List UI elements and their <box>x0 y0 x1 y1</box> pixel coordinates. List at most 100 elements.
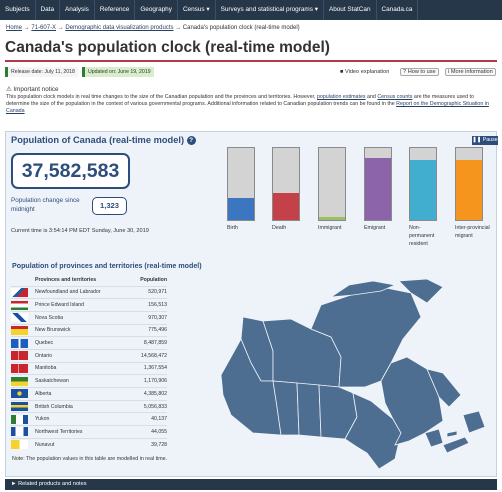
province-population: 1,170,906 <box>128 374 167 388</box>
breadcrumb-home[interactable]: Home <box>6 25 23 31</box>
province-column-header: Provinces and territories <box>35 276 97 283</box>
nav-data[interactable]: Data <box>36 0 61 20</box>
province-population: 14,568,472 <box>128 348 167 363</box>
breadcrumb-71-607-x[interactable]: 71-607-X <box>31 25 57 31</box>
pause-label: Pause <box>482 137 498 143</box>
nav-analysis[interactable]: Analysis <box>60 0 95 20</box>
expand-arrow-icon: ► <box>11 481 17 487</box>
help-icon: ? <box>403 69 407 75</box>
pause-icon: ❚❚ <box>472 137 482 143</box>
breadcrumb: Home → 71-607-X → Demographic data visua… <box>6 25 300 31</box>
newfoundland-flag-icon <box>11 287 28 297</box>
notice-icon: ⚠ <box>6 86 12 93</box>
table-row: Nunavut 39,728 <box>11 437 167 451</box>
video-explanation-link[interactable]: ■ Video explanation <box>340 69 389 75</box>
province-population: 970,307 <box>128 310 167 325</box>
province-name: Ontario <box>35 348 129 363</box>
emigrant-label: Emigrant <box>364 225 386 231</box>
province-name: New Brunswick <box>35 323 129 337</box>
interprovincial-migrant-bar-fill <box>456 159 482 220</box>
nav-surveys[interactable]: Surveys and statistical programs ▾ <box>216 0 324 20</box>
saskatchewan-flag-icon <box>11 376 28 386</box>
nav-census[interactable]: Census ▾ <box>178 0 216 20</box>
table-row: British Columbia 5,056,833 <box>11 399 167 413</box>
notice-heading: ⚠ Important notice <box>6 86 498 93</box>
census-counts-link[interactable]: Census counts <box>377 94 413 100</box>
clock-heading: Population of Canada (real-time model) ? <box>11 135 196 146</box>
more-information-button[interactable]: i More information <box>445 68 496 76</box>
province-population: 5,056,833 <box>128 399 167 413</box>
related-products-toggle[interactable]: ► Related products and notes <box>5 479 497 490</box>
breadcrumb-separator: → <box>57 25 64 31</box>
province-population: 156,513 <box>128 298 167 312</box>
non-permanent-resident-label: Non-permanent resident <box>409 225 435 247</box>
nav-geography[interactable]: Geography <box>135 0 178 20</box>
population-estimates-link[interactable]: population estimates <box>316 94 366 100</box>
northwest-territories-flag-icon <box>11 427 28 437</box>
province-name: Quebec <box>35 336 129 350</box>
nav-reference[interactable]: Reference <box>95 0 136 20</box>
immigrant-bar-fill <box>319 217 345 220</box>
birth-bar <box>227 147 255 221</box>
breadcrumb-demographic-products[interactable]: Demographic data visualization products <box>65 25 174 31</box>
release-date-badge: Release date: July 11, 2018 <box>5 67 78 77</box>
help-icon[interactable]: ? <box>186 136 196 146</box>
updated-date-badge: Updated on: June 19, 2019 <box>82 67 154 77</box>
nunavut-flag-icon <box>11 440 28 450</box>
immigrant-bar <box>318 147 346 221</box>
province-name: Northwest Territories <box>35 425 129 439</box>
table-note: Note: The population values in this tabl… <box>12 456 168 462</box>
table-row: Northwest Territories 44,055 <box>11 425 167 439</box>
new-brunswick-map-region[interactable] <box>424 428 444 448</box>
table-row: Newfoundland and Labrador 520,971 <box>11 285 167 299</box>
notice-text-3: are the measures used to determine the s… <box>6 94 474 107</box>
non-permanent-resident-bar-fill <box>410 159 436 220</box>
how-to-use-button[interactable]: ? How to use <box>400 68 439 76</box>
ontario-map-region[interactable] <box>344 392 402 470</box>
pei-map-region[interactable] <box>446 430 458 438</box>
province-name: Manitoba <box>35 361 129 375</box>
demographic-report-link[interactable]: Report on the Demographic Situation in C… <box>6 101 489 114</box>
breadcrumb-current: Canada's population clock (real-time mod… <box>182 25 300 31</box>
table-row: New Brunswick 775,496 <box>11 323 167 337</box>
population-change-counter: 1,323 <box>92 197 127 215</box>
province-name: Saskatchewan <box>35 374 129 388</box>
province-name: Alberta <box>35 387 129 401</box>
canada-map <box>220 278 486 470</box>
notice-heading-text: Important notice <box>13 86 59 93</box>
population-column-header: Population <box>140 276 167 283</box>
table-row: Alberta 4,385,802 <box>11 387 167 401</box>
manitoba-flag-icon <box>11 363 28 373</box>
provinces-heading: Population of provinces and territories … <box>12 262 202 270</box>
province-name: Nova Scotia <box>35 310 129 325</box>
population-change-label: Population change since midnight <box>11 197 80 213</box>
nova-scotia-map-region[interactable] <box>442 436 470 454</box>
pause-button[interactable]: ❚❚ Pause <box>472 136 498 145</box>
info-icon: i <box>448 69 450 75</box>
nav-about[interactable]: About StatCan <box>324 0 377 20</box>
nav-subjects[interactable]: Subjects <box>0 0 36 20</box>
death-bar-fill <box>273 192 299 220</box>
table-row: Saskatchewan 1,170,906 <box>11 374 167 388</box>
provinces-table-header: Provinces and territories Population <box>11 274 167 286</box>
alberta-flag-icon <box>11 389 28 399</box>
pei-flag-icon <box>11 300 28 310</box>
yukon-flag-icon <box>11 414 28 424</box>
emigrant-bar <box>364 147 392 221</box>
interprovincial-migrant-bar <box>455 147 483 221</box>
breadcrumb-separator: → <box>23 25 30 31</box>
table-row: Nova Scotia 970,307 <box>11 310 167 325</box>
province-name: Prince Edward Island <box>35 298 129 312</box>
video-icon: ■ <box>340 69 344 75</box>
province-population: 8,487,859 <box>128 336 167 350</box>
newfoundland-labrador-map-region[interactable] <box>426 368 486 434</box>
death-bar <box>272 147 300 221</box>
province-population: 4,385,802 <box>128 387 167 401</box>
provinces-table: Provinces and territories Population New… <box>11 274 167 451</box>
province-population: 44,055 <box>128 425 167 439</box>
nav-canada-ca[interactable]: Canada.ca <box>377 0 419 20</box>
saskatchewan-map-region[interactable] <box>296 382 322 438</box>
clock-heading-text: Population of Canada (real-time model) <box>11 135 185 145</box>
alberta-map-region[interactable] <box>272 380 300 436</box>
notice-text-1: This population clock models in real tim… <box>6 94 316 100</box>
